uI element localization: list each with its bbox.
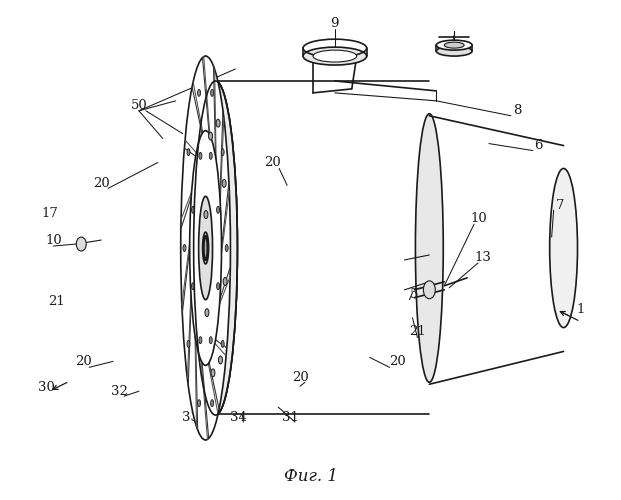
Text: 20: 20 bbox=[292, 371, 309, 384]
Ellipse shape bbox=[209, 152, 212, 160]
Ellipse shape bbox=[209, 132, 212, 140]
Ellipse shape bbox=[223, 278, 227, 285]
Ellipse shape bbox=[192, 206, 194, 214]
Ellipse shape bbox=[444, 42, 464, 48]
Ellipse shape bbox=[313, 50, 356, 62]
Text: 21: 21 bbox=[48, 295, 65, 308]
Ellipse shape bbox=[194, 81, 237, 415]
Ellipse shape bbox=[216, 119, 220, 127]
Ellipse shape bbox=[221, 340, 224, 347]
Text: 50: 50 bbox=[130, 100, 147, 112]
Ellipse shape bbox=[187, 148, 190, 156]
Ellipse shape bbox=[189, 130, 222, 366]
Ellipse shape bbox=[222, 180, 226, 188]
Ellipse shape bbox=[187, 340, 190, 347]
Text: 6: 6 bbox=[535, 139, 543, 152]
Ellipse shape bbox=[197, 90, 201, 96]
Ellipse shape bbox=[437, 46, 472, 56]
Ellipse shape bbox=[211, 400, 214, 406]
Text: 10: 10 bbox=[471, 212, 487, 224]
Text: 31: 31 bbox=[282, 410, 299, 424]
Text: 1: 1 bbox=[576, 303, 585, 316]
Ellipse shape bbox=[211, 369, 215, 377]
Ellipse shape bbox=[181, 56, 230, 440]
Text: 32: 32 bbox=[111, 384, 127, 398]
Ellipse shape bbox=[217, 282, 220, 290]
Ellipse shape bbox=[197, 400, 201, 406]
Text: 20: 20 bbox=[389, 355, 406, 368]
Ellipse shape bbox=[219, 356, 222, 364]
Text: 8: 8 bbox=[513, 104, 521, 118]
Text: 17: 17 bbox=[41, 206, 58, 220]
Text: 34: 34 bbox=[230, 410, 247, 424]
Ellipse shape bbox=[76, 237, 86, 251]
Ellipse shape bbox=[424, 281, 435, 298]
Text: 7: 7 bbox=[556, 198, 565, 212]
Ellipse shape bbox=[221, 148, 224, 156]
Ellipse shape bbox=[199, 336, 202, 344]
Text: 20: 20 bbox=[264, 156, 281, 169]
Ellipse shape bbox=[303, 47, 366, 65]
Ellipse shape bbox=[204, 210, 208, 218]
Ellipse shape bbox=[209, 336, 212, 344]
Text: 5: 5 bbox=[410, 288, 419, 301]
Text: 10: 10 bbox=[45, 234, 62, 246]
Text: 20: 20 bbox=[93, 177, 109, 190]
Ellipse shape bbox=[415, 114, 443, 382]
Ellipse shape bbox=[202, 232, 209, 264]
Ellipse shape bbox=[183, 244, 186, 252]
Text: 9: 9 bbox=[330, 17, 339, 30]
Text: Фиг. 1: Фиг. 1 bbox=[284, 468, 337, 485]
Text: 21: 21 bbox=[409, 325, 426, 338]
Text: 33: 33 bbox=[182, 410, 199, 424]
Ellipse shape bbox=[205, 308, 209, 316]
Ellipse shape bbox=[437, 40, 472, 50]
Text: 20: 20 bbox=[75, 355, 92, 368]
Ellipse shape bbox=[199, 196, 212, 300]
Ellipse shape bbox=[217, 206, 220, 214]
Text: 30: 30 bbox=[38, 380, 55, 394]
Ellipse shape bbox=[192, 282, 194, 290]
Ellipse shape bbox=[225, 244, 228, 252]
Ellipse shape bbox=[211, 90, 214, 96]
Ellipse shape bbox=[199, 152, 202, 160]
Ellipse shape bbox=[204, 236, 207, 260]
Ellipse shape bbox=[550, 168, 578, 328]
Text: 13: 13 bbox=[474, 252, 491, 264]
